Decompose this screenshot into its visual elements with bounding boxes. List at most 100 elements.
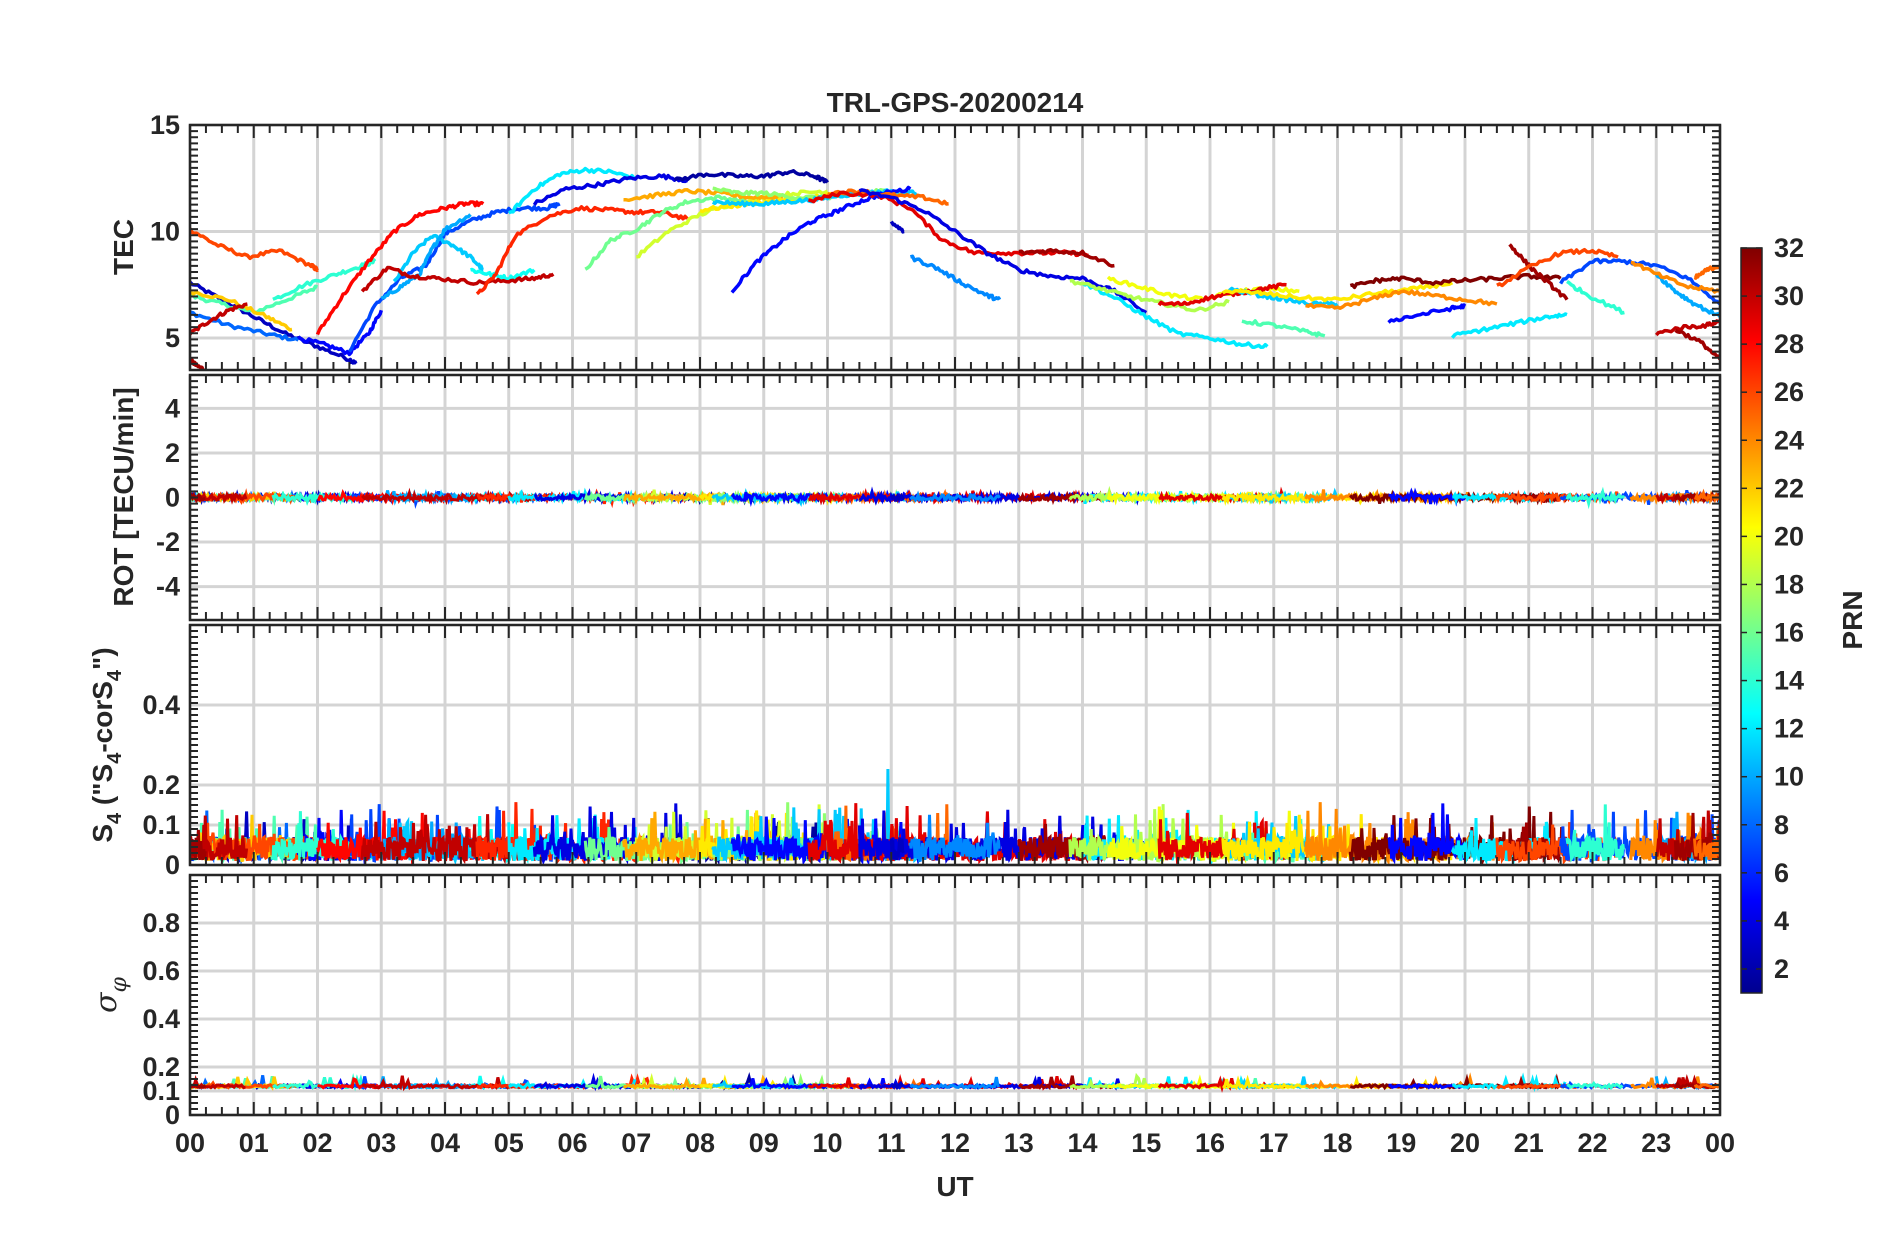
prn-25-s4-line — [1693, 837, 1720, 861]
colorbar-tick-label: 24 — [1774, 425, 1804, 455]
x-tick-label: 09 — [749, 1128, 779, 1158]
colorbar-tick-label: 20 — [1774, 521, 1804, 551]
y-tick-label: -2 — [156, 527, 180, 557]
prn-30-rot-line — [190, 490, 248, 505]
y-tick-label: 15 — [150, 110, 180, 140]
prn-7-tec-line — [1559, 257, 1720, 306]
prn-14-sigma-line — [1566, 1080, 1624, 1091]
y-tick-label: 0.1 — [142, 810, 180, 840]
y-tick-label: 0.4 — [142, 1004, 180, 1034]
colorbar-tick-label: 16 — [1774, 618, 1804, 648]
x-tick-label: 20 — [1450, 1128, 1480, 1158]
y-tick-label: -4 — [156, 572, 180, 602]
y-tick-label: 0.2 — [142, 1052, 180, 1082]
prn-26-tec-line — [190, 227, 319, 273]
prn-12-tec-line — [1081, 281, 1269, 350]
y-tick-label: 2 — [165, 438, 180, 468]
sigma-phi-panel: 00.10.2 0.4 0.6 0.8 — [142, 873, 1722, 1130]
x-tick-label: 00 — [175, 1128, 205, 1158]
colorbar-tick-label: 18 — [1774, 569, 1804, 599]
colorbar-tick-label: 30 — [1774, 281, 1804, 311]
prn-26-tec-line — [1496, 247, 1619, 288]
s4-ticks: 0 0.1 0.2 0.4 — [142, 624, 1721, 880]
colorbar-box — [1740, 247, 1763, 994]
prn-3-tec-line — [889, 220, 905, 234]
prn-5-tec-line — [730, 185, 912, 294]
x-tick-label: 23 — [1641, 1128, 1671, 1158]
prn-4-tec-line — [532, 173, 689, 206]
y-tick-label: 0.6 — [142, 956, 180, 986]
x-tick-label: 21 — [1514, 1128, 1544, 1158]
prn-22-tec-line — [190, 290, 293, 332]
tec-axes-box — [188, 123, 1722, 372]
y-tick-label: 0.1 — [142, 1076, 180, 1106]
sigma-phi-axes-box — [188, 873, 1722, 1117]
colorbar-label: PRN — [1837, 590, 1868, 649]
prn-32-tec-line — [1349, 272, 1562, 290]
prn-10-tec-line — [1654, 273, 1720, 318]
prn-31-s4-line — [1508, 822, 1568, 863]
prn-24-tec-line — [1305, 289, 1498, 310]
tec-panel: 5 10 15 — [150, 110, 1722, 372]
x-tick-label: 11 — [877, 1128, 906, 1158]
x-tick-label: 00 — [1705, 1128, 1735, 1158]
x-tick-label: 14 — [1067, 1128, 1097, 1158]
colorbar-tick-label: 4 — [1774, 906, 1789, 936]
prn-31-tec-line — [1674, 328, 1720, 361]
prn-12-tec-line — [508, 166, 637, 215]
rot-ylabel: ROT [TECU/min] — [108, 387, 139, 606]
prn-14-s4-line — [1565, 804, 1626, 863]
chart-title: TRL-GPS-20200214 — [827, 87, 1084, 118]
y-tick-label: 4 — [165, 393, 180, 423]
prn-30-tec-line — [190, 302, 248, 336]
x-tick-label: 16 — [1195, 1128, 1225, 1158]
x-tick-label: 18 — [1322, 1128, 1352, 1158]
rot-ticks: -4 -2 0 2 4 — [156, 374, 1721, 621]
x-tick-label: 15 — [1131, 1128, 1161, 1158]
prn-11-tec-line — [392, 233, 484, 283]
rot-panel: -4 -2 0 2 4 — [156, 373, 1722, 622]
prn-28-tec-line — [315, 200, 485, 336]
y-tick-label: 0.4 — [142, 690, 180, 720]
prn-18-tec-line — [1069, 278, 1230, 313]
x-tick-label: 07 — [621, 1128, 651, 1158]
prn-21-tec-line — [1221, 281, 1454, 303]
prn-24-tec-line — [1630, 260, 1720, 294]
prn-13-tec-line — [470, 267, 536, 282]
x-tick-label: 13 — [1004, 1128, 1034, 1158]
y-tick-label: 0.8 — [142, 908, 180, 938]
y-tick-label: 0 — [165, 850, 180, 880]
colorbar-tick-label: 8 — [1774, 810, 1789, 840]
y-tick-label: 5 — [165, 323, 180, 353]
prn-23-tec-line — [623, 188, 784, 203]
prn-3-rot-line — [889, 492, 905, 503]
s4-axes-box — [188, 623, 1722, 867]
x-tick-label: 10 — [812, 1128, 842, 1158]
sigma-phi-ticks: 00.10.2 0.4 0.6 0.8 — [142, 874, 1721, 1130]
sigma-phi-series — [190, 1072, 1720, 1093]
sigma-phi-ylabel: σφ — [89, 976, 132, 1012]
x-tick-label: 22 — [1577, 1128, 1607, 1158]
y-axis-titles: TEC ROT [TECU/min] S4 ("S4-corS4") σφ — [87, 219, 139, 1013]
prn-10-tec-line — [380, 213, 472, 300]
prn-27-tec-line — [475, 205, 689, 296]
prn-29-sigma-line — [1157, 1075, 1286, 1093]
tec-ylabel: TEC — [108, 219, 139, 275]
y-tick-label: 0 — [165, 1100, 180, 1130]
s4-panel: 0 0.1 0.2 0.4 — [142, 623, 1722, 880]
prn-3-s4-line — [889, 837, 905, 861]
colorbar-tick-label: 2 — [1774, 954, 1789, 984]
prn-31-tec-line — [1018, 247, 1115, 268]
tec-series — [190, 166, 1720, 370]
colorbar-tick-label: 6 — [1774, 858, 1789, 888]
prn-5-tec-line — [297, 309, 383, 357]
x-tick-label: 08 — [685, 1128, 715, 1158]
colorbar-tick-label: 12 — [1774, 714, 1804, 744]
prn-29-tec-line — [808, 190, 1090, 258]
y-tick-label: 0 — [165, 483, 180, 513]
colorbar-tick-label: 22 — [1774, 473, 1804, 503]
colorbar-tick-label: 32 — [1774, 233, 1804, 263]
x-tick-label: 12 — [940, 1128, 970, 1158]
